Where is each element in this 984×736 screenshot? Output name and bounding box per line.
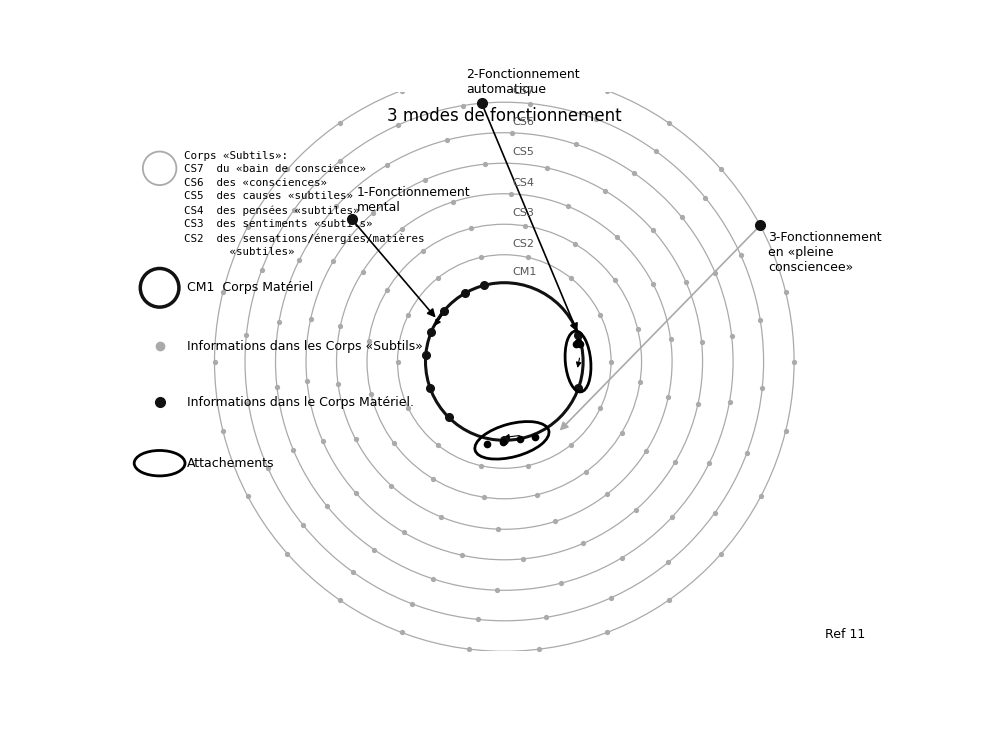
Text: Corps «Subtils»:
CS7  du «bain de conscience»
CS6  des «consciences»
CS5  des ca: Corps «Subtils»: CS7 du «bain de conscie…: [184, 151, 424, 257]
Text: CS2: CS2: [512, 238, 534, 249]
Text: CS5: CS5: [512, 147, 533, 157]
Text: CM1  Corps Matériel: CM1 Corps Matériel: [187, 281, 313, 294]
Text: CS7: CS7: [512, 86, 534, 96]
Text: 1-Fonctionnement
mental: 1-Fonctionnement mental: [357, 186, 470, 214]
Text: Informations dans les Corps «Subtils»: Informations dans les Corps «Subtils»: [187, 340, 422, 353]
Text: 2-Fonctionnement
automatique: 2-Fonctionnement automatique: [466, 68, 581, 96]
Text: Informations dans le Corps Matériel.: Informations dans le Corps Matériel.: [187, 396, 413, 408]
Text: CS6: CS6: [512, 116, 533, 127]
Text: Attachements: Attachements: [187, 457, 275, 470]
Text: CS3: CS3: [512, 208, 533, 218]
Text: 3 modes de fonctionnement: 3 modes de fonctionnement: [387, 107, 622, 125]
Text: Ref 11: Ref 11: [825, 628, 865, 641]
Text: CM1: CM1: [512, 266, 536, 277]
Text: 3-Fonctionnement
en «pleine
consciencee»: 3-Fonctionnement en «pleine consciencee»: [768, 230, 882, 274]
Text: CS4: CS4: [512, 177, 534, 188]
